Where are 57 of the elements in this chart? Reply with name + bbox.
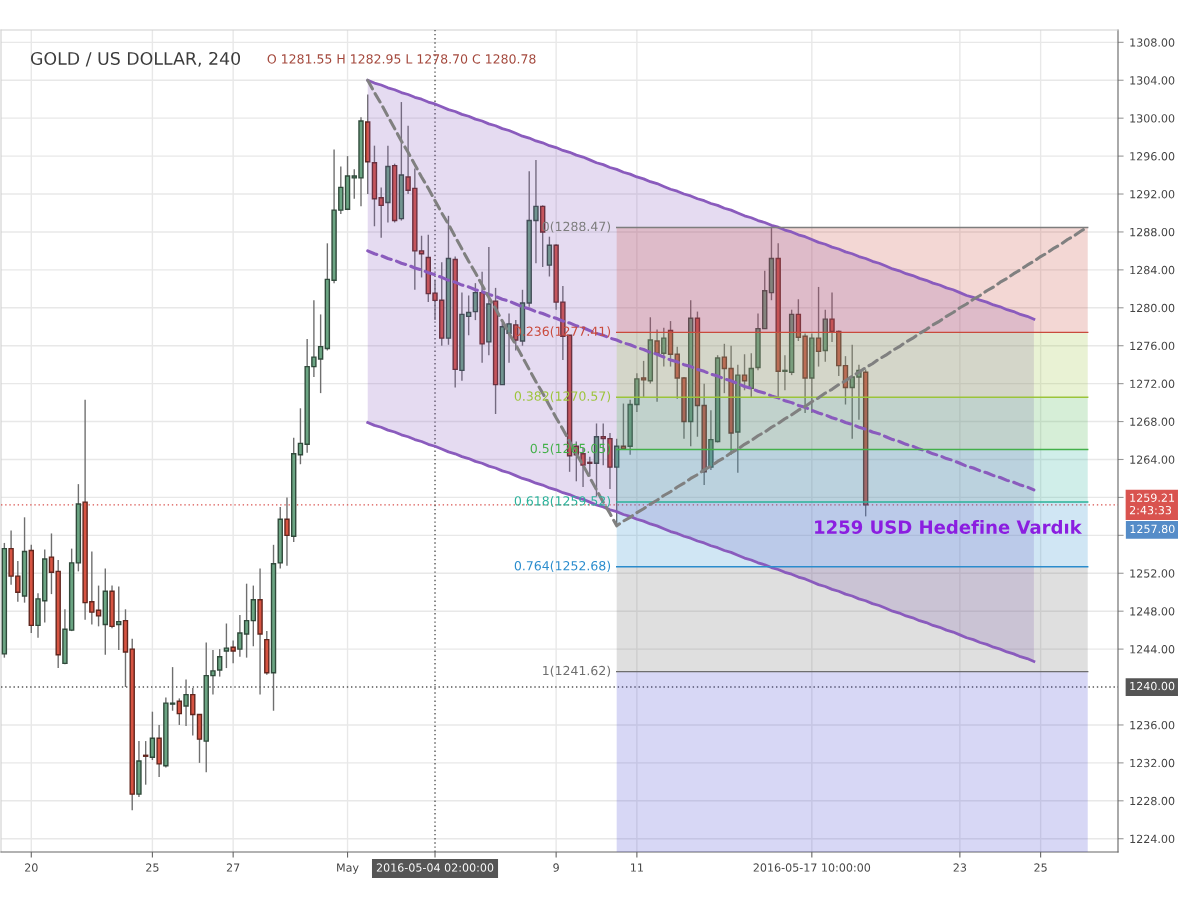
x-tick-label: 2016-05-04 02:00:00: [376, 863, 494, 872]
text: GOLD / US DOLLAR, 240: [30, 51, 241, 67]
y-tick-label: 1308.00: [1130, 38, 1175, 47]
y-tick-label: 1304.00: [1130, 76, 1175, 85]
candlestick: [654, 328, 660, 403]
candlestick: [472, 282, 479, 321]
y-tick-label: 1244.00: [1130, 645, 1175, 654]
candlestick: [741, 353, 748, 391]
x-tick-label: 9: [553, 863, 559, 872]
candlestick: [176, 697, 183, 726]
y-tick-label: 1288.00: [1130, 227, 1175, 237]
y-tick-label: 1268.00: [1130, 417, 1175, 426]
text: 1257.80: [1130, 524, 1175, 534]
annotation: 1259 USD Hedefine Vardık: [815, 519, 1083, 534]
ref-line-label: 1240.00: [1130, 681, 1175, 691]
candlestick: [223, 622, 230, 669]
y-tick-label: 1232.00: [1130, 758, 1175, 768]
x-tick-label: 23: [953, 863, 967, 872]
y-tick-label: 1300.00: [1130, 114, 1175, 123]
y-tick-label: 1284.00: [1130, 265, 1175, 275]
y-tick-label: 1280.00: [1130, 303, 1175, 313]
x-tick-label: 27: [226, 863, 240, 872]
y-tick-label: 1228.00: [1130, 796, 1175, 806]
y-tick-label: 1248.00: [1130, 607, 1175, 616]
series-label: 1(1241.62): [543, 665, 611, 677]
candlestick: [116, 585, 122, 651]
series-label: 0.764(1252.68): [514, 560, 611, 572]
y-tick-label: 1272.00: [1130, 379, 1175, 389]
candlestick: [250, 584, 257, 647]
line-series: [366, 78, 1036, 321]
candlestick: [546, 235, 553, 278]
candlestick: [149, 710, 156, 761]
x-tick-label: 11: [631, 863, 643, 872]
candlestick: [142, 740, 149, 786]
x-tick-label: 2016-05-17 10:00:00: [753, 863, 871, 872]
y-tick-label: 1264.00: [1130, 455, 1175, 464]
y-tick-label: 1292.00: [1130, 190, 1175, 199]
x-tick-label: 20: [25, 863, 38, 872]
candlestick: [815, 286, 822, 368]
candlestick: [230, 639, 236, 665]
candlestick: [183, 678, 189, 727]
y-tick-label: 1296.00: [1130, 152, 1175, 161]
x-tick-label: 25: [146, 863, 159, 872]
y-tick-label: 1236.00: [1130, 720, 1175, 730]
y-tick-label: 1224.00: [1130, 834, 1175, 844]
line-series: [366, 249, 1036, 492]
candlestick: [667, 320, 674, 368]
candlestick: [190, 687, 196, 737]
y-tick-label: 1252.00: [1130, 569, 1175, 578]
x-tick-label: May: [337, 863, 359, 874]
candlestick: [661, 327, 667, 368]
y-tick-label: 1276.00: [1130, 341, 1175, 351]
text: O 1281.55 H 1282.95 L 1278.70 C 1280.78: [267, 54, 536, 64]
ref-line-label: 1259.21 2:43:33: [1129, 493, 1175, 515]
candlestick: [284, 496, 290, 567]
candlestick: [640, 360, 647, 398]
x-tick-label: 25: [1034, 863, 1047, 872]
